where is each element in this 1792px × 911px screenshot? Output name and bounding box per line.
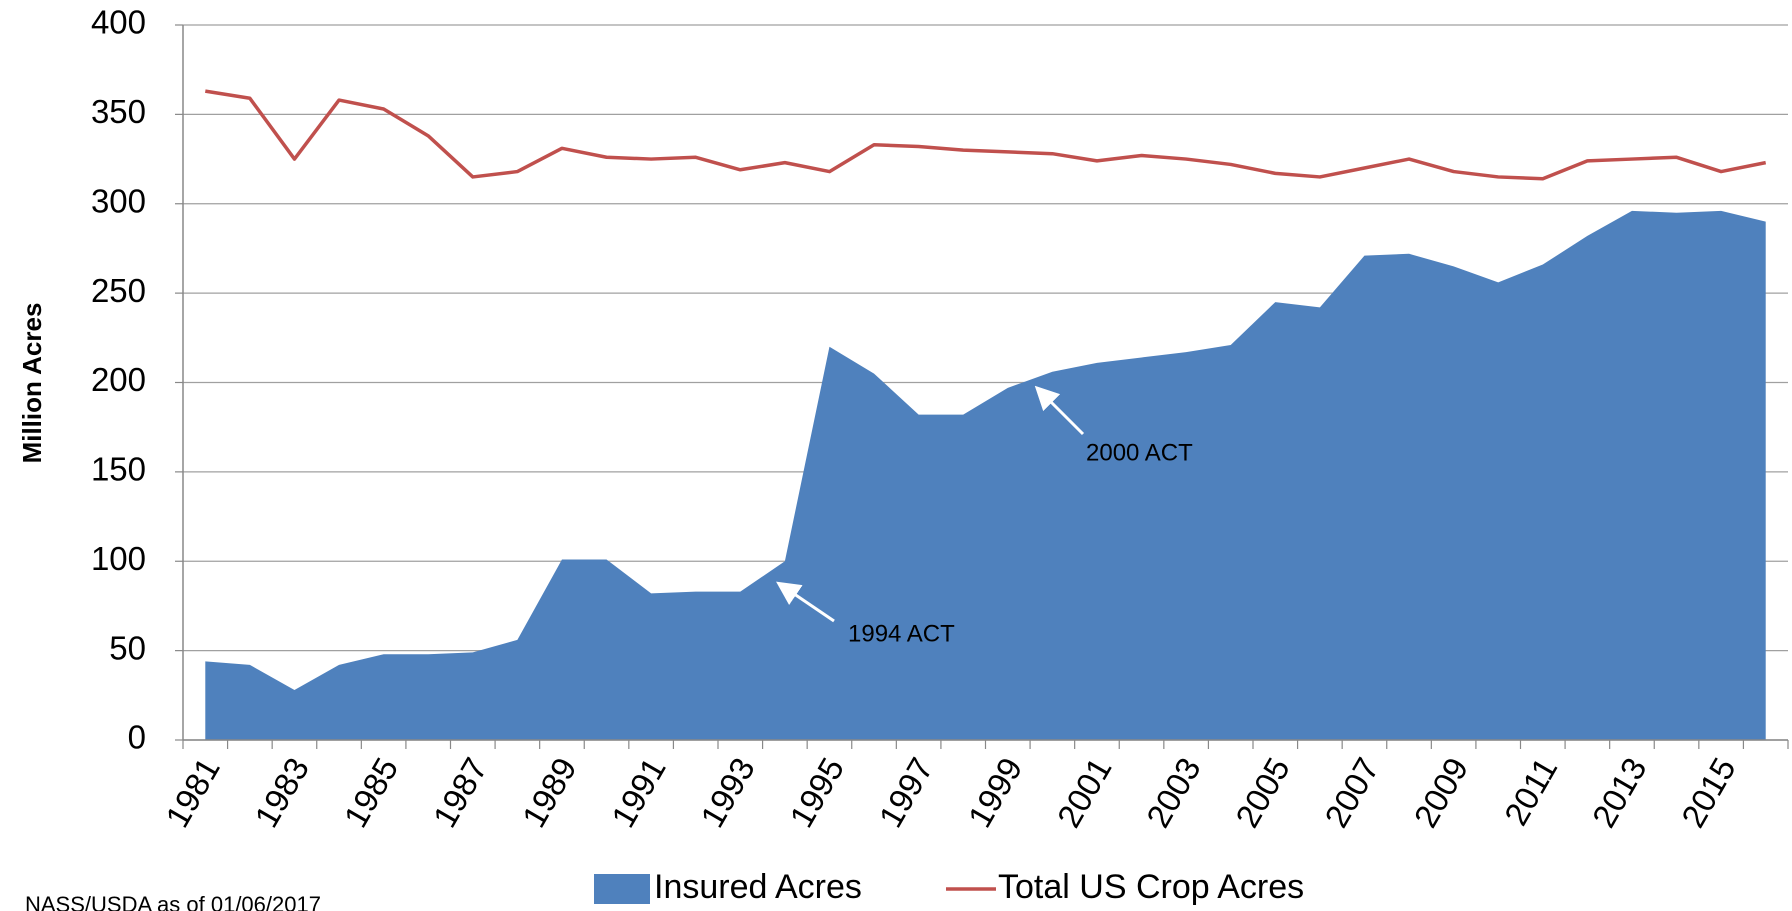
- x-tick-label: 2007: [1317, 751, 1386, 833]
- x-tick-label: 1991: [604, 751, 673, 833]
- x-tick-label: 1989: [515, 751, 584, 833]
- y-tick-label: 50: [109, 629, 146, 666]
- x-tick-label: 1999: [961, 751, 1030, 833]
- y-axis-title: Million Acres: [17, 303, 47, 464]
- x-tick-label: 2009: [1406, 751, 1475, 833]
- legend-label: Insured Acres: [654, 868, 862, 906]
- y-tick-label: 100: [91, 540, 146, 577]
- annotation-arrow: [776, 581, 835, 623]
- y-tick-label: 350: [91, 93, 146, 130]
- annotation-label: 1994 ACT: [848, 620, 955, 647]
- y-tick-label: 0: [128, 719, 146, 756]
- x-tick-label: 1997: [871, 751, 940, 833]
- x-tick-label: 2011: [1497, 751, 1565, 831]
- y-tick-label: 400: [91, 4, 146, 41]
- x-tick-label: 1995: [782, 751, 851, 833]
- y-tick-label: 150: [91, 451, 146, 488]
- y-tick-label: 250: [91, 272, 146, 309]
- x-tick-label: 2005: [1228, 751, 1297, 833]
- x-tick-label: 1983: [247, 751, 316, 833]
- footnote: NASS/USDA as of 01/06/2017: [25, 892, 321, 911]
- x-tick-label: 1985: [336, 751, 405, 833]
- x-tick-label: 2001: [1050, 751, 1119, 833]
- x-tick-label: 2015: [1674, 751, 1743, 833]
- legend-label: Total US Crop Acres: [998, 868, 1304, 906]
- y-tick-label: 200: [91, 361, 146, 398]
- x-tick-label: 1981: [158, 751, 227, 833]
- y-tick-label: 300: [91, 182, 146, 219]
- annotation-arrow: [1034, 385, 1085, 436]
- x-tick-label: 1993: [693, 751, 762, 833]
- legend-swatch: [594, 874, 650, 904]
- insured-area: [205, 210, 1766, 740]
- x-tick-label: 2003: [1139, 751, 1208, 833]
- annotation-label: 2000 ACT: [1086, 439, 1193, 466]
- x-tick-label: 1987: [426, 751, 495, 833]
- x-tick-label: 2013: [1585, 751, 1654, 833]
- crop-line: [205, 89, 1767, 181]
